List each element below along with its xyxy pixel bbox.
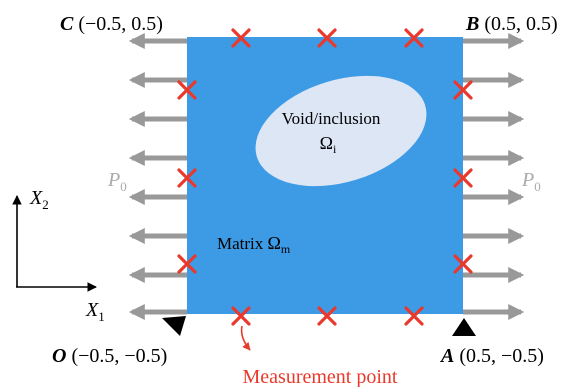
measurement-marker bbox=[177, 168, 197, 188]
load-label-left: P0 bbox=[107, 169, 127, 194]
measurement-pointer bbox=[240, 325, 251, 351]
load-label-right: P0 bbox=[521, 169, 541, 194]
x1-axis-label: X1 bbox=[85, 299, 105, 324]
corner-label-o: O (−0.5, −0.5) bbox=[52, 345, 167, 367]
matrix-label: Matrix Ωm bbox=[217, 233, 291, 256]
void-label: Void/inclusion bbox=[282, 109, 381, 128]
measurement-markers bbox=[177, 28, 473, 326]
measurement-marker bbox=[404, 306, 424, 326]
void-symbol: Ωi bbox=[320, 133, 337, 156]
left-load-arrows bbox=[128, 32, 187, 321]
x2-axis-label: X2 bbox=[29, 187, 49, 212]
measurement-label: Measurement point bbox=[243, 366, 398, 387]
measurement-marker bbox=[453, 168, 473, 188]
measurement-marker bbox=[177, 80, 197, 100]
right-load-arrows bbox=[463, 32, 525, 321]
support-left-triangle bbox=[162, 316, 186, 336]
corner-label-b: B (0.5, 0.5) bbox=[465, 13, 558, 35]
void-inclusion bbox=[255, 75, 427, 187]
measurement-marker bbox=[177, 254, 197, 274]
corner-label-a: A (0.5, −0.5) bbox=[439, 345, 544, 367]
measurement-marker bbox=[453, 80, 473, 100]
support-right-triangle bbox=[452, 318, 476, 336]
measurement-marker bbox=[231, 306, 251, 326]
measurement-marker bbox=[404, 28, 424, 48]
corner-label-c: C (−0.5, 0.5) bbox=[60, 13, 163, 35]
measurement-marker bbox=[317, 28, 337, 48]
measurement-marker bbox=[453, 254, 473, 274]
measurement-marker bbox=[317, 306, 337, 326]
measurement-marker bbox=[231, 28, 251, 48]
